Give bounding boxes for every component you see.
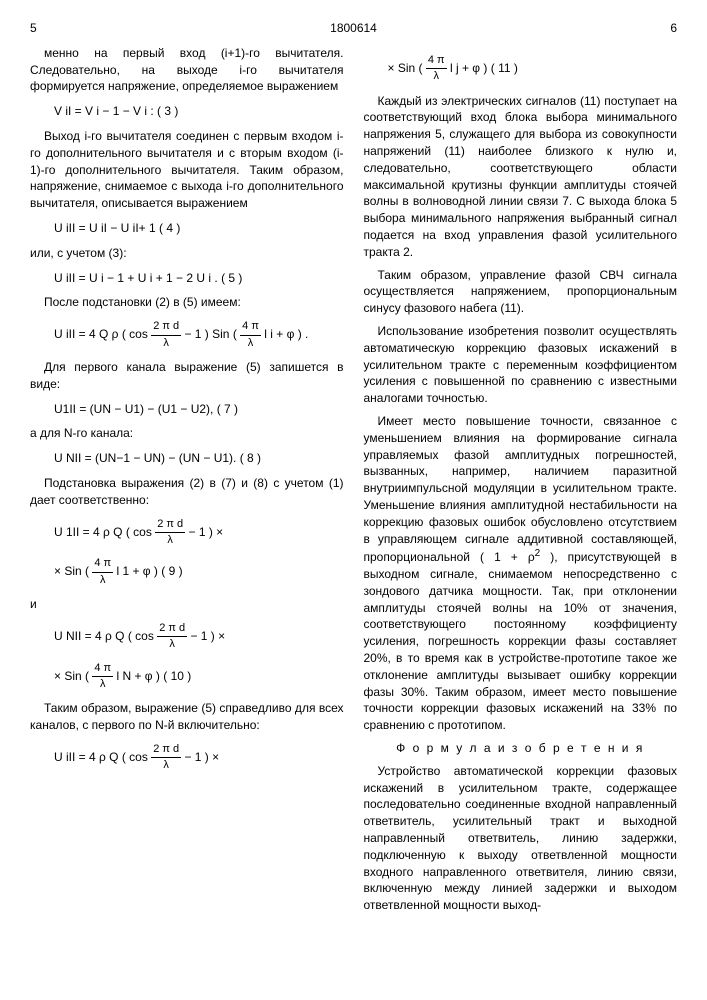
denominator: λ: [240, 336, 261, 351]
fraction: 4 πλ: [426, 53, 447, 85]
numerator: 4 π: [92, 661, 113, 677]
para: Для первого канала выражение (5) запишет…: [30, 359, 344, 393]
text: ), присутствующей в выходном сигнале, сн…: [364, 550, 678, 732]
two-column-layout: менно на первый вход (i+1)-го вычитателя…: [30, 45, 677, 920]
text: U iII = 4 Q ρ ( cos: [54, 327, 151, 341]
text: l N + φ ) ( 10 ): [113, 669, 191, 683]
numerator: 4 π: [426, 53, 447, 69]
page-left: 5: [30, 20, 37, 37]
formula-9: U 1II = 4 ρ Q ( cos 2 π dλ − 1 ) ×: [54, 517, 344, 549]
para: Подстановка выражения (2) в (7) и (8) с …: [30, 475, 344, 509]
para: Каждый из электрических сигналов (11) по…: [364, 93, 678, 261]
denominator: λ: [155, 533, 185, 548]
text: l 1 + φ ) ( 9 ): [113, 564, 182, 578]
para: или, с учетом (3):: [30, 245, 344, 262]
denominator: λ: [151, 758, 181, 773]
fraction: 2 π dλ: [151, 742, 181, 774]
para: и: [30, 596, 344, 613]
numerator: 2 π d: [155, 517, 185, 533]
para: Таким образом, управление фазой СВЧ сигн…: [364, 267, 678, 317]
text: l j + φ ) ( 11 ): [447, 61, 518, 75]
para: Выход i-го вычитателя соединен с первым …: [30, 128, 344, 212]
text: − 1 ) Sin (: [181, 327, 240, 341]
denominator: λ: [92, 677, 113, 692]
para: Использование изобретения позволит осуще…: [364, 323, 678, 407]
page-right: 6: [670, 20, 677, 37]
formula-11: U iII = 4 ρ Q ( cos 2 π dλ − 1 ) ×: [54, 742, 344, 774]
text: − 1 ) ×: [181, 750, 219, 764]
para: менно на первый вход (i+1)-го вычитателя…: [30, 45, 344, 95]
right-column: × Sin ( 4 πλ l j + φ ) ( 11 ) Каждый из …: [364, 45, 678, 920]
formula-10b: × Sin ( 4 πλ l N + φ ) ( 10 ): [54, 661, 344, 693]
para: Таким образом, выражение (5) справедливо…: [30, 700, 344, 734]
text: Имеет место повышение точности, связанно…: [364, 414, 678, 564]
text: × Sin (: [54, 564, 92, 578]
formula-9b: × Sin ( 4 πλ l 1 + φ ) ( 9 ): [54, 556, 344, 588]
fraction: 4 πλ: [92, 661, 113, 693]
text: − 1 ) ×: [187, 629, 225, 643]
numerator: 4 π: [92, 556, 113, 572]
formula-4: U iII = U iI − U iI+ 1 ( 4 ): [54, 220, 344, 237]
formula-8: U NII = (UN−1 − UN) − (UN − U1). ( 8 ): [54, 450, 344, 467]
formula-6: U iII = 4 Q ρ ( cos 2 π dλ − 1 ) Sin ( 4…: [54, 319, 344, 351]
fraction: 2 π dλ: [157, 621, 187, 653]
formula-10: U NII = 4 ρ Q ( cos 2 π dλ − 1 ) ×: [54, 621, 344, 653]
text: × Sin (: [54, 669, 92, 683]
para: а для N-го канала:: [30, 425, 344, 442]
text: U 1II = 4 ρ Q ( cos: [54, 525, 155, 539]
formula-7: U1II = (UN − U1) − (U1 − U2), ( 7 ): [54, 401, 344, 418]
numerator: 4 π: [240, 319, 261, 335]
text: U NII = 4 ρ Q ( cos: [54, 629, 157, 643]
text: U iII = 4 ρ Q ( cos: [54, 750, 151, 764]
formula-3: V iI = V i − 1 − V i : ( 3 ): [54, 103, 344, 120]
denominator: λ: [157, 637, 187, 652]
formula-11b: × Sin ( 4 πλ l j + φ ) ( 11 ): [388, 53, 678, 85]
formula-5: U iII = U i − 1 + U i + 1 − 2 U i . ( 5 …: [54, 270, 344, 287]
para: Устройство автоматической коррекции фазо…: [364, 763, 678, 914]
text: l i + φ ) .: [261, 327, 308, 341]
text: × Sin (: [388, 61, 426, 75]
claim-title: Ф о р м у л а и з о б р е т е н и я: [364, 740, 678, 757]
denominator: λ: [426, 69, 447, 84]
denominator: λ: [92, 573, 113, 588]
fraction: 2 π dλ: [151, 319, 181, 351]
numerator: 2 π d: [157, 621, 187, 637]
text: − 1 ) ×: [185, 525, 223, 539]
doc-number: 1800614: [330, 20, 377, 37]
numerator: 2 π d: [151, 319, 181, 335]
page-header: 5 1800614 6: [30, 20, 677, 37]
para: Имеет место повышение точности, связанно…: [364, 413, 678, 734]
fraction: 4 πλ: [240, 319, 261, 351]
denominator: λ: [151, 336, 181, 351]
left-column: менно на первый вход (i+1)-го вычитателя…: [30, 45, 344, 920]
numerator: 2 π d: [151, 742, 181, 758]
para: После подстановки (2) в (5) имеем:: [30, 294, 344, 311]
fraction: 2 π dλ: [155, 517, 185, 549]
fraction: 4 πλ: [92, 556, 113, 588]
